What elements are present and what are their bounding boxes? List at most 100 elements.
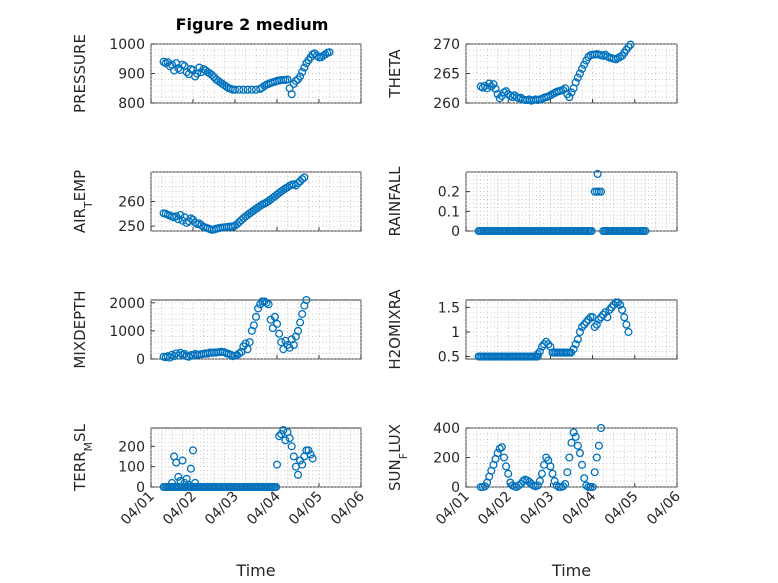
data-point [580,60,589,69]
y-label-main: SUN [386,459,404,491]
data-point [584,315,593,324]
data-point [165,62,174,71]
data-point [293,470,303,479]
data-point [533,352,542,361]
data-point [594,441,603,450]
data-point [499,453,509,462]
y-axis-label: AIRTEMP [71,170,95,233]
data-point [571,432,580,441]
data-point [264,300,273,309]
data-point [483,84,492,93]
data-point [325,48,334,57]
data-point [291,181,300,190]
data-series [474,298,633,361]
data-point [493,449,502,458]
data-point [159,57,168,66]
data-point [283,75,292,84]
data-series [476,423,606,492]
y-label-subscript: T [82,201,95,209]
data-series [159,48,334,99]
data-point [272,319,282,328]
data-point [596,187,606,196]
data-point [567,438,576,447]
subplot-6: 0.5 1 1.5 H2OMIXRA [386,289,678,370]
data-series [159,425,317,492]
data-point [279,425,288,435]
y-tick-label: 200 [433,451,460,467]
data-point [247,85,256,94]
data-point [613,298,622,307]
data-point [251,312,261,321]
y-tick-label: 1000 [109,37,145,53]
x-tick-label: 04/02 [160,489,200,529]
data-point [544,340,553,349]
data-point [178,60,187,69]
x-tick-label: 04/06 [328,488,368,528]
data-point [300,173,309,182]
y-label-rest: EMP [71,170,89,201]
data-point [548,469,557,478]
data-point [607,303,616,312]
data-point [565,93,574,102]
data-point [195,63,204,72]
y-label-main: RAINFALL [386,166,404,237]
data-point [268,324,277,333]
y-tick-label: 1.5 [438,300,460,316]
y-axis-label: PRESSURE [71,34,89,113]
data-point [567,88,576,97]
data-point [590,468,599,477]
data-point [296,72,305,81]
data-point [537,469,547,478]
data-point [535,477,544,486]
data-point [306,450,315,459]
data-point [559,85,568,95]
data-series [159,173,309,234]
data-point [575,69,584,78]
data-point [533,350,542,359]
data-point [495,94,504,103]
data-point [230,85,240,94]
y-tick-label: 0 [451,224,460,240]
y-axis-label: SUNFLUX [386,424,410,491]
data-point [588,482,597,492]
data-point [626,40,635,49]
data-point [571,340,580,349]
data-series [159,295,311,362]
data-point [569,428,578,437]
data-point [561,479,570,489]
y-tick-label: 1 [451,325,460,341]
data-point [550,477,559,486]
data-point [235,85,244,94]
data-point [504,469,513,478]
data-point [593,169,602,179]
data-point [275,432,284,441]
data-point [618,305,627,314]
data-point [497,443,506,452]
x-tick-label: 04/06 [644,488,684,528]
data-point [298,460,307,469]
y-tick-label: 270 [433,37,460,53]
data-point [207,70,216,80]
x-tick-label: 04/05 [602,489,642,529]
x-tick-label: 04/02 [475,489,515,529]
x-tick-label: 04/05 [286,489,326,529]
data-point [262,298,271,307]
data-point [178,456,187,465]
y-tick-label: 100 [118,460,145,476]
data-point [571,78,580,87]
data-point [624,42,633,51]
y-tick-label: 260 [433,96,460,112]
data-point [622,320,631,329]
data-point [533,481,542,490]
data-point [596,423,606,433]
y-tick-label: 0.2 [438,185,460,201]
data-point [283,183,292,192]
y-label-main: H2OMIXRA [386,289,404,370]
data-point [546,342,555,351]
data-point [641,226,650,236]
data-point [592,453,601,462]
data-point [478,83,487,92]
y-tick-label: 0 [136,352,145,368]
data-point [582,318,591,327]
data-point [601,308,610,317]
